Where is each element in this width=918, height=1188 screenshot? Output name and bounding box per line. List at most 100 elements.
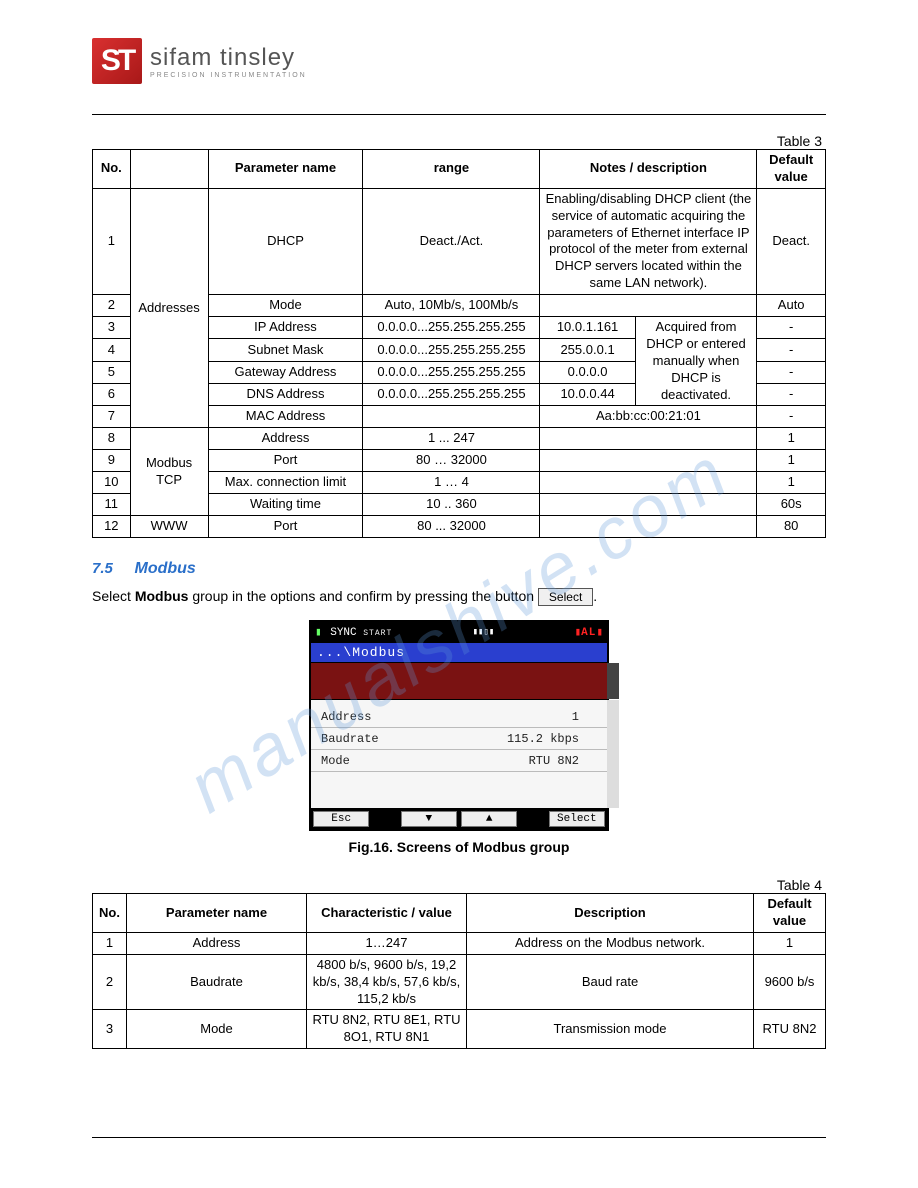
cell-acquired-note: Acquired from DHCP or entered manually w… <box>635 317 757 406</box>
cell-range <box>363 406 540 428</box>
inline-select-button: Select <box>538 588 593 606</box>
sync-icon: ▮ <box>315 627 324 639</box>
cell-default: - <box>757 384 826 406</box>
cell-param: Baudrate <box>127 954 307 1010</box>
table-row: 12 WWW Port 80 ... 32000 80 <box>93 515 826 537</box>
th-desc: Description <box>467 894 754 933</box>
table-row: 8 Modbus TCP Address 1 ... 247 1 <box>93 428 826 450</box>
th-no: No. <box>93 894 127 933</box>
cell-param: IP Address <box>208 317 363 339</box>
cell-range: 0.0.0.0...255.255.255.255 <box>363 339 540 361</box>
device-row: Address 1 <box>311 706 607 728</box>
device-highlight-bar <box>311 662 607 700</box>
table-row: 2 Baudrate 4800 b/s, 9600 b/s, 19,2 kb/s… <box>93 954 826 1010</box>
al-bar-icon: ▮ <box>596 627 603 639</box>
cell-no: 10 <box>93 472 131 494</box>
cell-param: Mode <box>127 1010 307 1049</box>
cell-param: DHCP <box>208 188 363 294</box>
th-char: Characteristic / value <box>307 894 467 933</box>
cell-default: 60s <box>757 494 826 516</box>
cell-no: 11 <box>93 494 131 516</box>
cell-param: Waiting time <box>208 494 363 516</box>
brand-header: ST sifam tinsley PRECISION INSTRUMENTATI… <box>92 38 826 84</box>
device-select-button: Select <box>549 811 605 827</box>
cell-note: 255.0.0.1 <box>540 339 635 361</box>
cell-range: 80 … 32000 <box>363 450 540 472</box>
table3-header-row: No. Parameter name range Notes / descrip… <box>93 150 826 189</box>
cell-note <box>540 494 757 516</box>
cell-no: 4 <box>93 339 131 361</box>
cell-range: 1 ... 247 <box>363 428 540 450</box>
status-mid: ▮▮▯▮ <box>473 627 495 637</box>
para-pre: Select <box>92 588 135 604</box>
cell-param: Port <box>208 450 363 472</box>
cell-range: 0.0.0.0...255.255.255.255 <box>363 384 540 406</box>
cell-no: 3 <box>93 317 131 339</box>
cell-param: Gateway Address <box>208 361 363 383</box>
cell-desc: Address on the Modbus network. <box>467 932 754 954</box>
cell-char: 1…247 <box>307 932 467 954</box>
cell-default: - <box>757 361 826 383</box>
cell-note <box>540 295 757 317</box>
brand-badge: ST <box>92 38 142 84</box>
start-label: START <box>363 629 392 638</box>
table-row: 1 Address 1…247 Address on the Modbus ne… <box>93 932 826 954</box>
cell-default: 1 <box>757 472 826 494</box>
cell-range: 10 .. 360 <box>363 494 540 516</box>
status-right: ▮AL▮ <box>575 625 603 639</box>
cell-range: 1 … 4 <box>363 472 540 494</box>
cell-default: Auto <box>757 295 826 317</box>
cell-no: 6 <box>93 384 131 406</box>
cell-param: Port <box>208 515 363 537</box>
instruction-paragraph: Select Modbus group in the options and c… <box>92 588 826 606</box>
device-breadcrumb: ...\Modbus <box>311 642 607 662</box>
cell-param: Mode <box>208 295 363 317</box>
cell-default: Deact. <box>757 188 826 294</box>
table4-header-row: No. Parameter name Characteristic / valu… <box>93 894 826 933</box>
cell-no: 12 <box>93 515 131 537</box>
device-esc-button: Esc <box>313 811 369 827</box>
cell-note: 10.0.1.161 <box>540 317 635 339</box>
cell-default: - <box>757 317 826 339</box>
cell-group-addresses: Addresses <box>130 188 208 428</box>
cell-default: 1 <box>757 428 826 450</box>
table3-label: Table 3 <box>92 133 826 149</box>
cell-no: 8 <box>93 428 131 450</box>
cell-param: Subnet Mask <box>208 339 363 361</box>
section-heading: 7.5 Modbus <box>92 560 826 578</box>
device-row: Mode RTU 8N2 <box>311 750 607 772</box>
cell-param: Address <box>208 428 363 450</box>
cell-no: 2 <box>93 954 127 1010</box>
cell-desc: Transmission mode <box>467 1010 754 1049</box>
th-range: range <box>363 150 540 189</box>
table4: No. Parameter name Characteristic / valu… <box>92 893 826 1049</box>
cell-no: 7 <box>93 406 131 428</box>
figure-caption: Fig.16. Screens of Modbus group <box>92 839 826 855</box>
cell-char: 4800 b/s, 9600 b/s, 19,2 kb/s, 38,4 kb/s… <box>307 954 467 1010</box>
divider-bottom <box>92 1137 826 1138</box>
device-row: Baudrate 115.2 kbps <box>311 728 607 750</box>
cell-param: DNS Address <box>208 384 363 406</box>
th-param: Parameter name <box>127 894 307 933</box>
section-number: 7.5 <box>92 560 113 577</box>
divider-top <box>92 114 826 115</box>
cell-note: Aa:bb:cc:00:21:01 <box>540 406 757 428</box>
para-bold: Modbus <box>135 588 189 604</box>
device-row-value: 115.2 kbps <box>507 732 579 746</box>
cell-range: Deact./Act. <box>363 188 540 294</box>
cell-no: 5 <box>93 361 131 383</box>
cell-no: 1 <box>93 188 131 294</box>
cell-note: Enabling/disabling DHCP client (the serv… <box>540 188 757 294</box>
cell-desc: Baud rate <box>467 954 754 1010</box>
cell-note <box>540 515 757 537</box>
cell-default: RTU 8N2 <box>754 1010 826 1049</box>
device-status-bar: ▮ SYNC START ▮▮▯▮ ▮AL▮ <box>311 622 607 642</box>
cell-default: - <box>757 339 826 361</box>
cell-group-www: WWW <box>130 515 208 537</box>
device-body: Address 1 Baudrate 115.2 kbps Mode RTU 8… <box>311 700 607 808</box>
device-up-button: ▲ <box>461 811 517 827</box>
document-page: ST sifam tinsley PRECISION INSTRUMENTATI… <box>0 0 918 1188</box>
status-left: ▮ SYNC START <box>315 625 392 639</box>
section-title: Modbus <box>134 560 195 577</box>
table3: No. Parameter name range Notes / descrip… <box>92 149 826 538</box>
